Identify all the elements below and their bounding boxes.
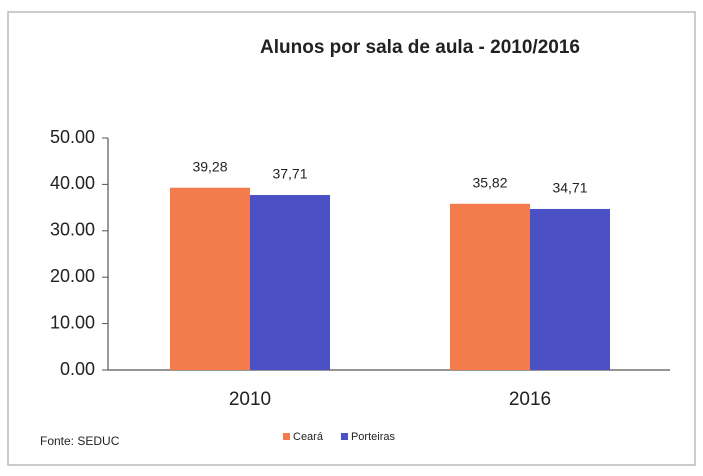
data-label: 34,71 (552, 180, 587, 196)
y-tick-label: 20.00 (50, 266, 95, 286)
bar (170, 187, 250, 370)
bar (250, 195, 330, 370)
y-tick-label: 50.00 (50, 127, 95, 147)
bar (450, 203, 530, 370)
y-tick-label: 40.00 (50, 173, 95, 193)
source: Fonte: SEDUC (40, 434, 120, 448)
data-label: 39,28 (192, 158, 227, 174)
legend-label: Porteiras (351, 431, 396, 443)
legend-swatch (340, 433, 348, 440)
data-label: 35,82 (472, 174, 507, 190)
bar (530, 208, 610, 370)
chart-title: Alunos por sala de aula - 2010/2016 (260, 37, 580, 58)
y-tick-label: 0.00 (60, 359, 95, 379)
y-tick-label: 30.00 (50, 220, 95, 240)
x-tick-label: 2010 (229, 389, 271, 410)
legend-swatch (283, 433, 290, 440)
y-tick-label: 10.00 (50, 312, 95, 332)
data-label: 37,71 (272, 166, 307, 182)
x-tick-label: 2016 (509, 389, 551, 410)
legend-label: Ceará (293, 431, 324, 443)
